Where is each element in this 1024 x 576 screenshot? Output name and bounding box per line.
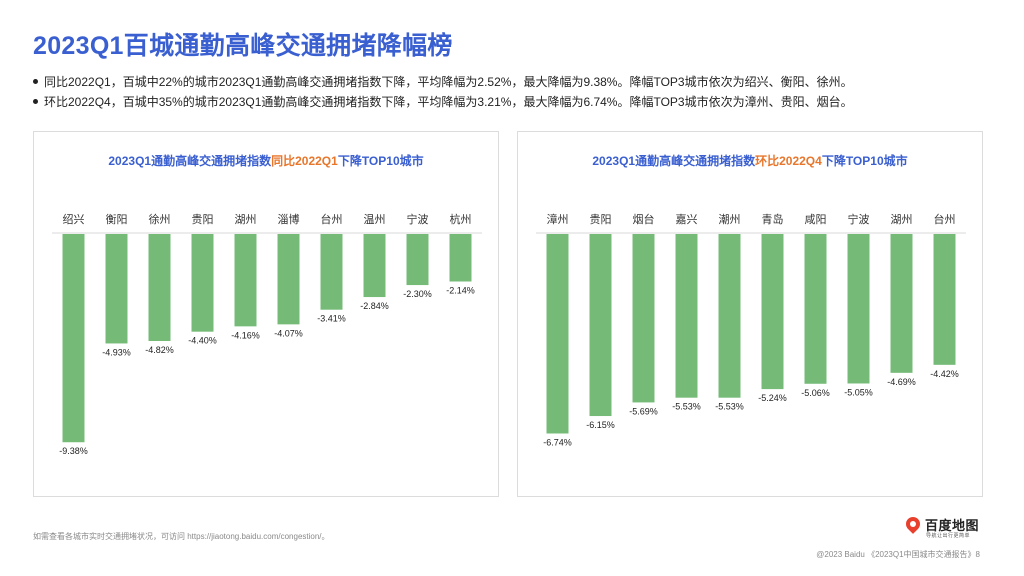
chart-title-highlight: 环比2022Q4 [755, 154, 822, 168]
bar [320, 234, 343, 310]
data-label: -6.74% [543, 438, 572, 448]
map-pin-core [910, 521, 916, 527]
summary-bullet-qoq: 环比2022Q4，百城中35%的城市2023Q1通勤高峰交通拥堵指数下降，平均降… [33, 92, 993, 112]
bar [804, 234, 827, 384]
data-label: -5.05% [844, 387, 873, 397]
bar [191, 234, 214, 332]
bar [847, 234, 870, 384]
data-label: -3.41% [317, 314, 346, 324]
bar [546, 234, 569, 434]
data-label: -4.69% [887, 377, 916, 387]
category-label: 青岛 [762, 212, 784, 226]
bar [148, 234, 171, 342]
data-label: -4.40% [188, 336, 217, 346]
bar [277, 234, 300, 325]
data-label: -5.53% [672, 402, 701, 412]
category-label: 烟台 [633, 212, 655, 226]
category-label: 淄博 [278, 213, 300, 226]
bar [589, 234, 612, 417]
chart-panel-qoq: 2023Q1通勤高峰交通拥堵指数环比2022Q4下降TOP10城市 漳州 -6.7… [517, 131, 983, 497]
bar [234, 234, 257, 327]
bullet-dot-icon [33, 99, 38, 105]
copyright: @2023 Baidu 《2023Q1中国城市交通报告》8 [816, 550, 980, 559]
category-label: 杭州 [450, 212, 472, 226]
category-label: 宁波 [407, 212, 429, 226]
data-label: -4.07% [274, 328, 303, 338]
chart-title-highlight: 同比2022Q1 [271, 154, 338, 168]
data-label: -6.15% [586, 420, 615, 430]
bar-chart-qoq: 漳州 -6.74% 贵阳 -6.15% 烟台 -5.69% 嘉兴 -5.53% 潮州 -5.53%… [536, 212, 966, 448]
chart-title-qoq: 2023Q1通勤高峰交通拥堵指数环比2022Q4下降TOP10城市 [518, 152, 982, 169]
data-label: -2.30% [403, 289, 432, 299]
bar [449, 234, 472, 282]
bar [363, 234, 386, 298]
data-label: -5.53% [715, 402, 744, 412]
summary-bullets: 同比2022Q1，百城中22%的城市2023Q1通勤高峰交通拥堵指数下降，平均降… [33, 72, 993, 112]
category-label: 徐州 [149, 212, 171, 226]
category-label: 咸阳 [805, 213, 827, 226]
category-label: 宁波 [848, 212, 870, 226]
bar [62, 234, 85, 443]
chart-title-part: 2023Q1通勤高峰交通拥堵指数 [592, 154, 756, 168]
bar [890, 234, 913, 373]
data-label: -5.69% [629, 406, 658, 416]
data-label: -4.82% [145, 345, 174, 355]
page-title: 2023Q1百城通勤高峰交通拥堵降幅榜 [33, 32, 453, 60]
bar-chart-yoy: 绍兴 -9.38% 衡阳 -4.93% 徐州 -4.82% 贵阳 -4.40% 湖州 -4.16%… [52, 212, 482, 456]
chart-title-yoy: 2023Q1通勤高峰交通拥堵指数同比2022Q1下降TOP10城市 [34, 152, 498, 169]
category-label: 台州 [934, 212, 956, 226]
data-label: -9.38% [59, 446, 88, 456]
category-label: 贵阳 [192, 213, 214, 226]
category-label: 漳州 [547, 212, 569, 226]
data-label: -4.93% [102, 347, 131, 357]
data-label: -5.24% [758, 393, 787, 403]
chart-title-part: 2023Q1通勤高峰交通拥堵指数 [108, 154, 272, 168]
chart-title-part: 下降TOP10城市 [821, 154, 908, 168]
data-label: -5.06% [801, 388, 830, 398]
bullet-text: 同比2022Q1，百城中22%的城市2023Q1通勤高峰交通拥堵指数下降，平均降… [44, 75, 853, 89]
data-label: -4.42% [930, 369, 959, 379]
baidu-map-logo: 百度地图 导航让出行更简单 [903, 514, 986, 541]
category-label: 湖州 [235, 213, 257, 226]
category-label: 台州 [321, 212, 343, 226]
category-label: 嘉兴 [676, 212, 698, 226]
category-label: 潮州 [719, 212, 741, 226]
bar [761, 234, 784, 390]
bar [105, 234, 128, 344]
category-label: 绍兴 [63, 212, 85, 226]
summary-bullet-yoy: 同比2022Q1，百城中22%的城市2023Q1通勤高峰交通拥堵指数下降，平均降… [33, 72, 993, 92]
logo-brand: 百度地图 [925, 518, 980, 533]
bar [406, 234, 429, 286]
bar [718, 234, 741, 398]
category-label: 衡阳 [106, 213, 128, 226]
category-label: 湖州 [891, 213, 913, 226]
logo-tagline: 导航让出行更简单 [926, 533, 971, 539]
chart-title-part: 下降TOP10城市 [337, 154, 424, 168]
bar [632, 234, 655, 403]
bullet-text: 环比2022Q4，百城中35%的城市2023Q1通勤高峰交通拥堵指数下降，平均降… [44, 95, 853, 109]
chart-panel-yoy: 2023Q1通勤高峰交通拥堵指数同比2022Q1下降TOP10城市 绍兴 -9.3… [33, 131, 499, 497]
footnote: 如需查看各城市实时交通拥堵状况，可访问 https://jiaotong.bai… [33, 532, 330, 541]
bullet-dot-icon [33, 79, 38, 85]
data-label: -2.14% [446, 286, 475, 296]
bar [933, 234, 956, 365]
category-label: 温州 [364, 213, 386, 226]
data-label: -2.84% [360, 301, 389, 311]
data-label: -4.16% [231, 330, 260, 340]
category-label: 贵阳 [590, 213, 612, 226]
bar [675, 234, 698, 398]
